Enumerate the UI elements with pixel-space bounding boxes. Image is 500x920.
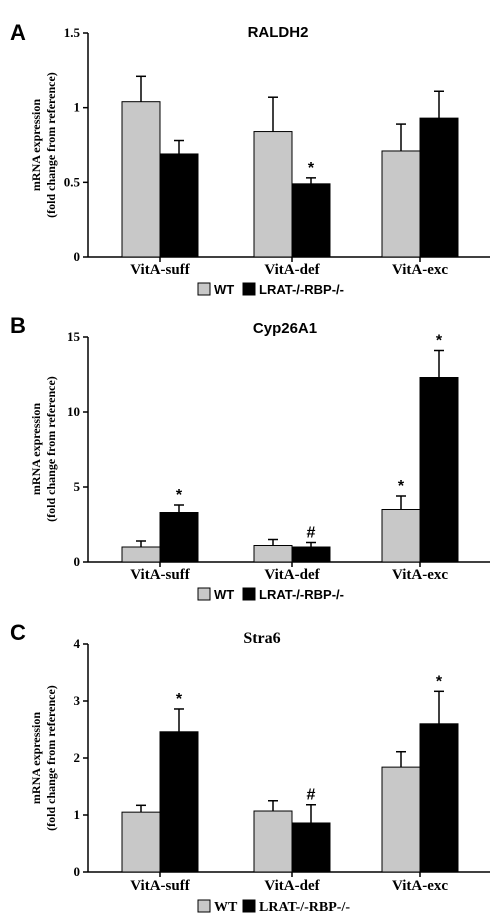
y-tick-label: 15 <box>67 329 81 344</box>
legend: WT LRAT-/-RBP-/- <box>197 899 350 915</box>
bar-lrat-rbp-vita-exc <box>419 117 459 258</box>
bar-lrat-rbp-vita-suff <box>159 512 199 563</box>
chart-title: Stra6 <box>243 630 280 647</box>
bar-lrat-rbp-vita-def <box>291 546 331 563</box>
y-tick-label: 0.5 <box>64 174 81 189</box>
bar-lrat-rbp-vita-exc <box>419 377 459 563</box>
x-tick-label: VitA-def <box>264 878 320 894</box>
x-tick-label: VitA-def <box>264 567 320 583</box>
bar-wt-vita-def <box>253 545 293 563</box>
significance-mark: * <box>176 691 183 708</box>
y-tick-label: 0 <box>74 554 81 569</box>
y-tick-label: 1.5 <box>64 25 81 40</box>
legend-swatch-wt <box>197 587 211 601</box>
chart-title: Cyp26A1 <box>253 320 317 337</box>
y-tick-label: 3 <box>74 693 81 708</box>
bar-wt-vita-suff <box>121 101 161 258</box>
legend-swatch-wt <box>197 899 211 913</box>
y-axis-label-line2: (fold change from reference) <box>44 685 58 831</box>
significance-mark: * <box>176 487 183 504</box>
bar-wt-vita-exc <box>381 150 421 258</box>
y-tick-label: 5 <box>74 479 81 494</box>
bar-lrat-rbp-vita-suff <box>159 153 199 258</box>
legend-label-wt: WT <box>214 282 234 297</box>
y-axis-label-line1: mRNA expression <box>29 712 43 804</box>
bar-wt-vita-exc <box>381 766 421 873</box>
bar-wt-vita-suff <box>121 546 161 563</box>
legend-label-lrat-rbp: LRAT-/-RBP-/- <box>259 587 344 602</box>
panel-letter: C <box>10 620 26 645</box>
y-axis-label-line1: mRNA expression <box>29 99 43 191</box>
panel-b: B Cyp26A1 mRNA expression (fold change from… <box>10 313 490 602</box>
bar-lrat-rbp-vita-suff <box>159 731 199 873</box>
y-axis-label-line2: (fold change from reference) <box>44 72 58 218</box>
bar-lrat-rbp-vita-def <box>291 183 331 258</box>
significance-mark: * <box>436 333 443 350</box>
bar-wt-vita-def <box>253 810 293 873</box>
panel-letter: A <box>10 20 26 45</box>
bar-lrat-rbp-vita-def <box>291 822 331 873</box>
bar-wt-vita-suff <box>121 811 161 873</box>
legend-label-lrat-rbp: LRAT-/-RBP-/- <box>259 900 350 915</box>
significance-mark: * <box>436 673 443 690</box>
y-axis-label: mRNA expression (fold change from referen… <box>29 376 58 522</box>
x-tick-label: VitA-suff <box>130 878 190 894</box>
significance-mark: * <box>308 160 315 177</box>
y-tick-label: 0 <box>74 864 81 879</box>
y-axis-label: mRNA expression (fold change from referen… <box>29 685 58 831</box>
y-tick-label: 0 <box>74 249 81 264</box>
significance-mark: # <box>307 525 316 542</box>
x-tick-label: VitA-suff <box>130 262 190 278</box>
y-tick-label: 1 <box>74 100 81 115</box>
y-axis-label: mRNA expression (fold change from referen… <box>29 72 58 218</box>
legend-swatch-lrat-rbp <box>242 899 256 913</box>
legend-swatch-wt <box>197 282 211 296</box>
bar-wt-vita-def <box>253 131 293 258</box>
bar-lrat-rbp-vita-exc <box>419 723 459 873</box>
x-tick-label: VitA-def <box>264 262 320 278</box>
legend-swatch-lrat-rbp <box>242 282 256 296</box>
panel-a: A RALDH2 mRNA expression (fold change from … <box>10 20 490 297</box>
y-tick-label: 2 <box>74 750 81 765</box>
x-tick-label: VitA-suff <box>130 567 190 583</box>
panel-letter: B <box>10 313 26 338</box>
legend-label-wt: WT <box>214 587 234 602</box>
y-tick-label: 10 <box>67 404 80 419</box>
legend-swatch-lrat-rbp <box>242 587 256 601</box>
chart-title: RALDH2 <box>248 24 309 41</box>
legend-label-wt: WT <box>214 900 238 915</box>
bar-wt-vita-exc <box>381 509 421 563</box>
x-tick-label: VitA-exc <box>392 878 448 894</box>
y-axis-label-line1: mRNA expression <box>29 403 43 495</box>
y-axis-label-line2: (fold change from reference) <box>44 376 58 522</box>
significance-mark: # <box>307 787 316 804</box>
y-tick-label: 4 <box>74 636 81 651</box>
legend: WT LRAT-/-RBP-/- <box>197 282 344 297</box>
significance-mark: * <box>398 478 405 495</box>
x-tick-label: VitA-exc <box>392 567 448 583</box>
panel-c: C Stra6 mRNA expression (fold change from r… <box>10 620 490 915</box>
legend-label-lrat-rbp: LRAT-/-RBP-/- <box>259 282 344 297</box>
legend: WT LRAT-/-RBP-/- <box>197 587 344 602</box>
x-tick-label: VitA-exc <box>392 262 448 278</box>
y-tick-label: 1 <box>74 807 81 822</box>
